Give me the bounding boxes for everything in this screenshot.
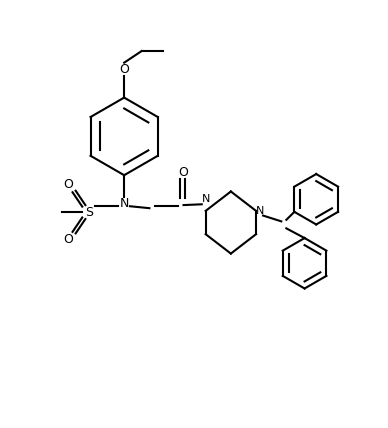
Text: O: O — [63, 234, 73, 247]
Text: N: N — [201, 194, 210, 204]
Text: O: O — [119, 63, 129, 76]
Text: N: N — [120, 197, 129, 210]
Text: S: S — [85, 205, 93, 219]
Text: O: O — [63, 178, 73, 190]
Text: O: O — [178, 166, 188, 179]
Text: N: N — [256, 206, 264, 216]
